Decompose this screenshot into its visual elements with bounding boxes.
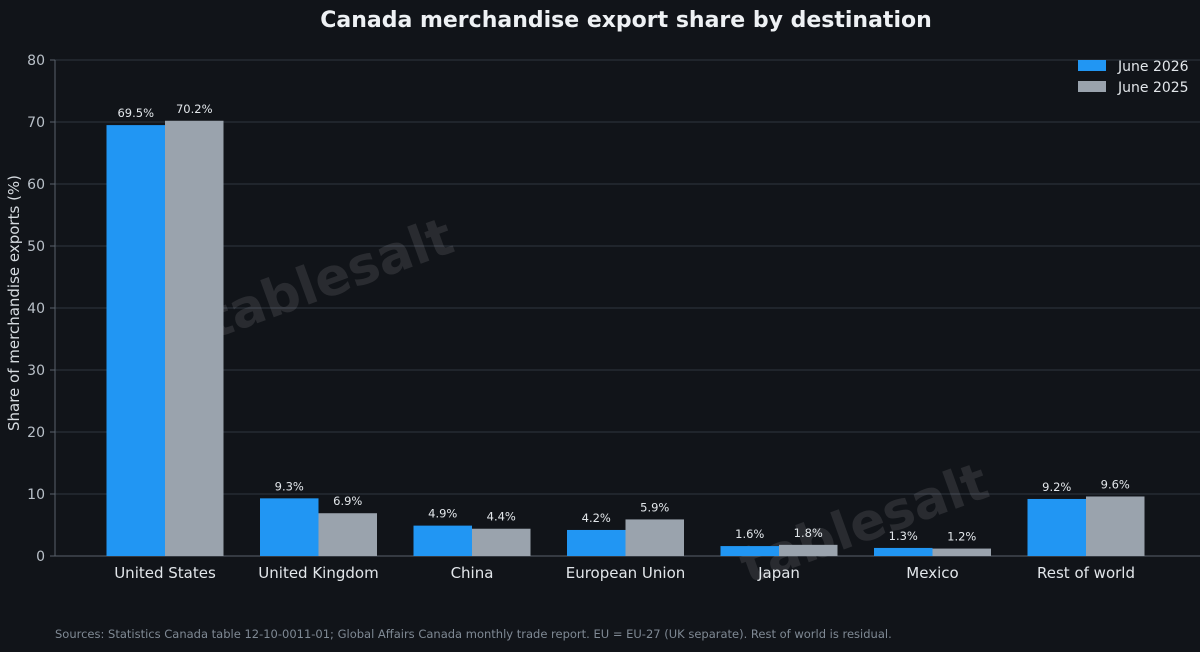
x-category-label: United Kingdom: [258, 564, 378, 582]
legend-swatch-june-2026: [1078, 60, 1106, 71]
x-category-label: European Union: [566, 564, 686, 582]
bar-june-2025-china: [472, 528, 531, 556]
gridlines: [54, 59, 1200, 557]
y-tick-label: 10: [27, 487, 45, 503]
bar-value-label: 6.9%: [333, 494, 362, 508]
legend-label-june-2026: June 2026: [1117, 59, 1189, 75]
bar-value-label: 9.3%: [275, 479, 304, 493]
x-category-label: Rest of world: [1037, 564, 1135, 582]
bar-value-label: 9.6%: [1101, 477, 1130, 491]
source-note: Sources: Statistics Canada table 12-10-0…: [55, 627, 892, 641]
bar-value-label: 70.2%: [176, 102, 213, 116]
x-category-label: Mexico: [906, 564, 958, 582]
bar-june-2026-mexico: [874, 547, 933, 556]
x-category-label: Japan: [757, 564, 800, 582]
legend-swatch-june-2025: [1078, 81, 1106, 92]
y-tick-label: 80: [27, 53, 45, 69]
y-tick-label: 0: [36, 549, 45, 565]
bar-value-label: 5.9%: [640, 500, 669, 514]
bar-june-2026-united-kingdom: [260, 498, 319, 556]
x-axis-categories: United States United Kingdom China European…: [114, 564, 1135, 582]
bar-june-2025-united-states: [165, 120, 224, 556]
y-tick-label: 50: [27, 239, 45, 255]
y-tick-label: 30: [27, 363, 45, 379]
bar-value-label: 1.6%: [735, 527, 764, 541]
watermark-text-1: tablesalt: [197, 207, 461, 352]
bar-june-2025-rest-of-world: [1086, 496, 1145, 556]
legend-label-june-2025: June 2025: [1117, 80, 1189, 96]
y-tick-label: 40: [27, 301, 45, 317]
y-axis-ticks: 0 10 20 30 40 50 60 70 80: [27, 53, 55, 565]
y-tick-label: 60: [27, 177, 45, 193]
bar-value-label: 1.3%: [889, 529, 918, 543]
bar-june-2026-rest-of-world: [1027, 498, 1086, 556]
bar-june-2025-european-union: [625, 519, 684, 556]
bar-value-label: 4.4%: [487, 510, 516, 524]
bar-value-label: 69.5%: [117, 106, 154, 120]
bar-june-2025-japan: [779, 544, 838, 556]
legend: June 2026 June 2025: [1078, 59, 1189, 96]
bar-june-2026-japan: [720, 546, 779, 556]
bar-value-labels: 69.5% 70.2% 9.3% 6.9% 4.9% 4.4% 4.2% 5.9% 1.6% 1.…: [117, 102, 1129, 544]
bar-june-2026-united-states: [106, 125, 165, 556]
x-category-label: United States: [114, 564, 216, 582]
x-category-label: China: [451, 564, 494, 582]
bars: [106, 120, 1145, 556]
bar-value-label: 4.2%: [582, 511, 611, 525]
bar-june-2026-china: [413, 525, 472, 556]
y-tick-label: 20: [27, 425, 45, 441]
bar-june-2026-european-union: [567, 529, 626, 556]
bar-value-label: 1.2%: [947, 530, 976, 544]
chart-title: Canada merchandise export share by desti…: [320, 8, 932, 33]
bar-value-label: 4.9%: [428, 507, 457, 521]
bar-value-label: 1.8%: [794, 526, 823, 540]
y-tick-label: 70: [27, 115, 45, 131]
y-axis-label: Share of merchandise exports (%): [5, 175, 23, 431]
bar-june-2025-mexico: [932, 548, 991, 556]
bar-value-label: 9.2%: [1042, 480, 1071, 494]
bar-june-2025-united-kingdom: [318, 513, 377, 556]
